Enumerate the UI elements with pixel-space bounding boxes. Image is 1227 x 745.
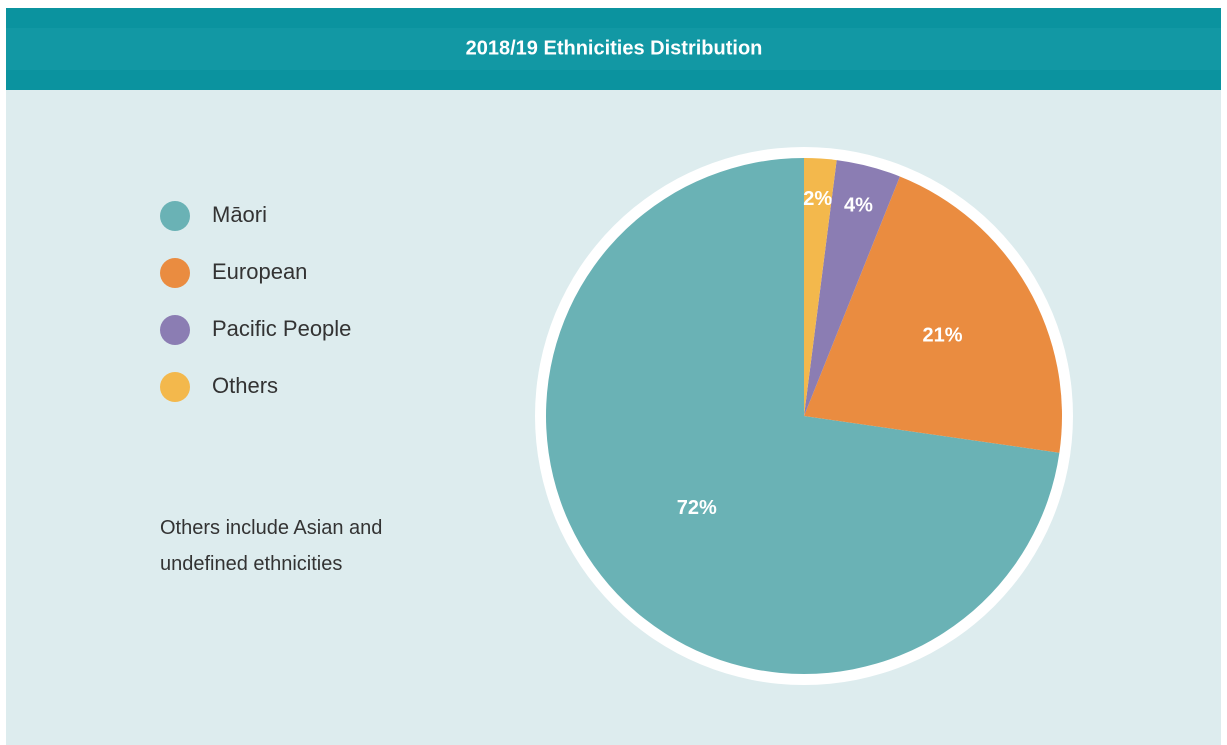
chart-title: 2018/19 Ethnicities Distribution	[466, 37, 763, 59]
legend-swatch	[160, 201, 190, 231]
legend-label: Others	[212, 373, 278, 398]
legend-swatch	[160, 372, 190, 402]
legend-label: European	[212, 259, 307, 284]
legend-label: Pacific People	[212, 316, 351, 341]
pie-slice	[546, 158, 1060, 674]
note: Others include Asian and undefined ethni…	[160, 517, 383, 575]
data-label: 21%	[923, 324, 963, 346]
pie-slice	[804, 158, 837, 416]
header-pattern	[6, 28, 1221, 70]
legend-swatch	[160, 258, 190, 288]
data-label: 4%	[844, 195, 873, 217]
data-label: 72%	[677, 497, 717, 519]
pie-slice	[804, 176, 1062, 453]
data-label: 2%	[803, 188, 832, 210]
legend-label: Māori	[212, 202, 267, 227]
pie-slice	[804, 160, 900, 416]
legend-swatch	[160, 315, 190, 345]
